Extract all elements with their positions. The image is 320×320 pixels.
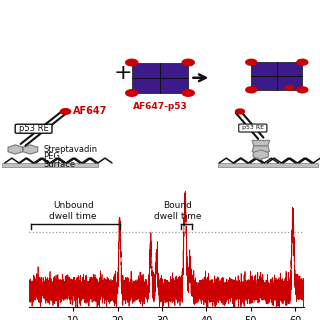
Text: AF647-p53: AF647-p53 [132,102,188,111]
Circle shape [297,87,308,93]
Text: AF647: AF647 [73,106,107,116]
Text: +: + [114,63,132,83]
Circle shape [246,59,257,65]
Bar [218,163,318,167]
Polygon shape [253,150,268,159]
Circle shape [297,59,308,65]
Circle shape [126,90,138,96]
Polygon shape [251,76,277,90]
Circle shape [126,59,138,66]
Text: p53 RE: p53 RE [19,124,48,133]
Circle shape [246,87,257,93]
Circle shape [182,59,194,66]
Polygon shape [160,78,188,93]
Text: Unbound
dwell time: Unbound dwell time [49,201,97,221]
FancyBboxPatch shape [239,124,267,132]
Text: Bound
dwell time: Bound dwell time [154,201,201,221]
Polygon shape [252,146,270,152]
Text: p53 RE: p53 RE [242,125,264,130]
Text: Streptavadin: Streptavadin [43,145,97,154]
Polygon shape [252,140,270,146]
Circle shape [285,85,293,90]
Polygon shape [132,62,160,78]
Text: Surface: Surface [43,160,75,169]
Bar [2,163,98,167]
Circle shape [236,109,244,114]
Polygon shape [277,76,302,90]
Text: PEG: PEG [43,152,60,161]
FancyBboxPatch shape [15,124,52,133]
Polygon shape [277,62,302,76]
Polygon shape [132,78,160,93]
Polygon shape [23,145,38,154]
Polygon shape [251,62,277,76]
Circle shape [60,109,71,114]
Polygon shape [160,62,188,78]
Polygon shape [8,145,23,154]
Circle shape [182,90,194,96]
